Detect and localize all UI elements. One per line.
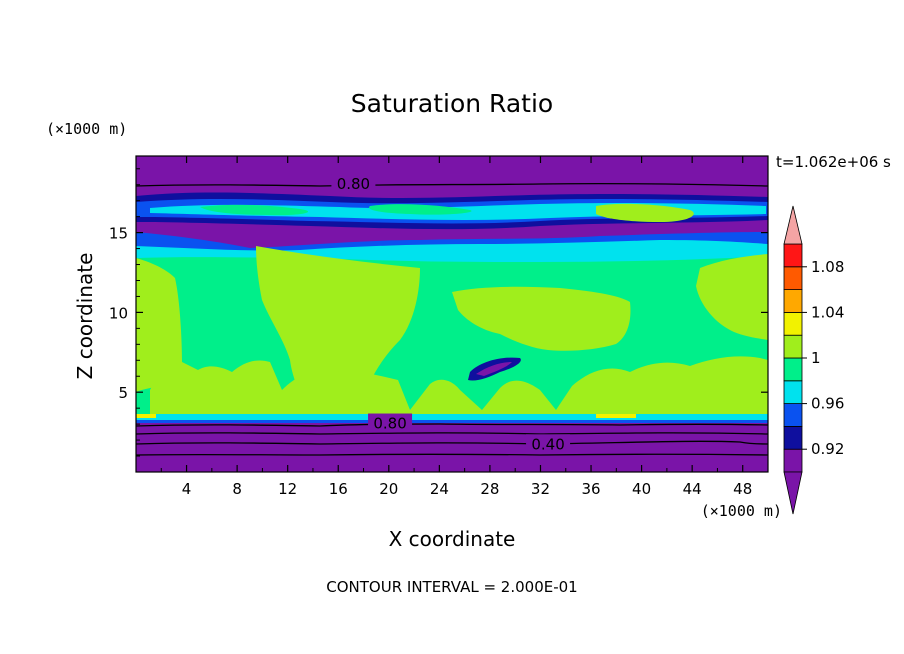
contour-label-bg (331, 174, 376, 193)
x-tick-label: 32 (531, 480, 550, 498)
lime-region-center-left (256, 246, 420, 412)
colorbar-label: 0.92 (811, 440, 844, 458)
lime-region-left (136, 258, 182, 392)
x-tick-label: 16 (329, 480, 348, 498)
x-tick-label: 12 (278, 480, 297, 498)
colorbar-segment (783, 380, 803, 404)
lime-region-center (452, 286, 631, 351)
x-tick-label: 44 (683, 480, 702, 498)
dry-pocket-core (476, 362, 512, 376)
chart-title: Saturation Ratio (351, 89, 553, 118)
colorbar-segment (783, 289, 803, 313)
y-axis-title: Z coordinate (73, 253, 97, 380)
colorbar-over-triangle (783, 205, 803, 245)
saturation-field (136, 156, 768, 472)
colorbar-segment (783, 448, 803, 473)
y-axis-ticks: 5 10 15 (109, 168, 768, 457)
x-tick-label: 40 (632, 480, 651, 498)
upper-green-patch-1 (200, 204, 309, 216)
lower-dry-layer (136, 423, 768, 472)
colorbar-segment (783, 357, 803, 382)
time-label: t=1.062e+06 s (776, 153, 891, 171)
x-tick-label: 48 (733, 480, 752, 498)
contour-label-bg (368, 413, 413, 432)
colorbar-label: 0.96 (811, 395, 844, 413)
contour-label: 0.80 (373, 415, 406, 433)
colorbar-segment (783, 403, 803, 427)
colorbar-segment (783, 266, 803, 290)
contour-low-b (136, 432, 768, 435)
contour-labels: 0.80 0.80 0.40 (331, 174, 571, 453)
surface-blue-line (136, 420, 768, 423)
contour-label-bg (526, 434, 571, 453)
surface-cyan-line (136, 414, 768, 420)
y-unit-label: (×1000 m) (46, 120, 127, 138)
contour-bottom (136, 453, 768, 456)
y-tick-label: 5 (118, 384, 128, 402)
x-axis-ticks: 4 8 12 16 20 24 28 32 36 40 44 48 (160, 156, 752, 498)
colorbar-label: 1.08 (811, 258, 844, 276)
upper-green-patch-2 (369, 204, 472, 215)
colorbar-segment (783, 243, 803, 268)
plot-frame (135, 155, 769, 473)
contour-label: 0.40 (531, 435, 564, 453)
x-unit-label: (×1000 m) (701, 502, 782, 520)
contour-label: 0.80 (337, 175, 370, 193)
upper-lime-patch (596, 203, 694, 222)
colorbar-segment (783, 311, 803, 336)
x-tick-label: 20 (379, 480, 398, 498)
x-tick-label: 36 (581, 480, 600, 498)
colorbar: 0.92 0.96 1 1.04 1.08 (783, 205, 844, 515)
surface-yellow-left (136, 414, 156, 418)
lime-towers (150, 356, 768, 418)
x-tick-label: 4 (182, 480, 192, 498)
contour-low-0p40 (136, 440, 768, 445)
lime-region-right (696, 254, 768, 340)
contour-top (136, 182, 768, 187)
x-tick-label: 8 (232, 480, 242, 498)
contour-low-0p80 (136, 423, 768, 427)
colorbar-label: 1 (811, 349, 821, 367)
x-tick-label: 24 (430, 480, 449, 498)
colorbar-under-triangle (783, 471, 803, 515)
y-tick-label: 10 (109, 304, 128, 322)
x-tick-label: 28 (480, 480, 499, 498)
colorbar-segment (783, 334, 803, 359)
surface-yellow-right (596, 414, 636, 418)
y-tick-label: 15 (109, 225, 128, 243)
contour-interval-footer: CONTOUR INTERVAL = 2.000E-01 (326, 578, 577, 596)
x-axis-title: X coordinate (389, 527, 516, 551)
colorbar-segment (783, 425, 803, 450)
colorbar-label: 1.04 (811, 303, 844, 321)
